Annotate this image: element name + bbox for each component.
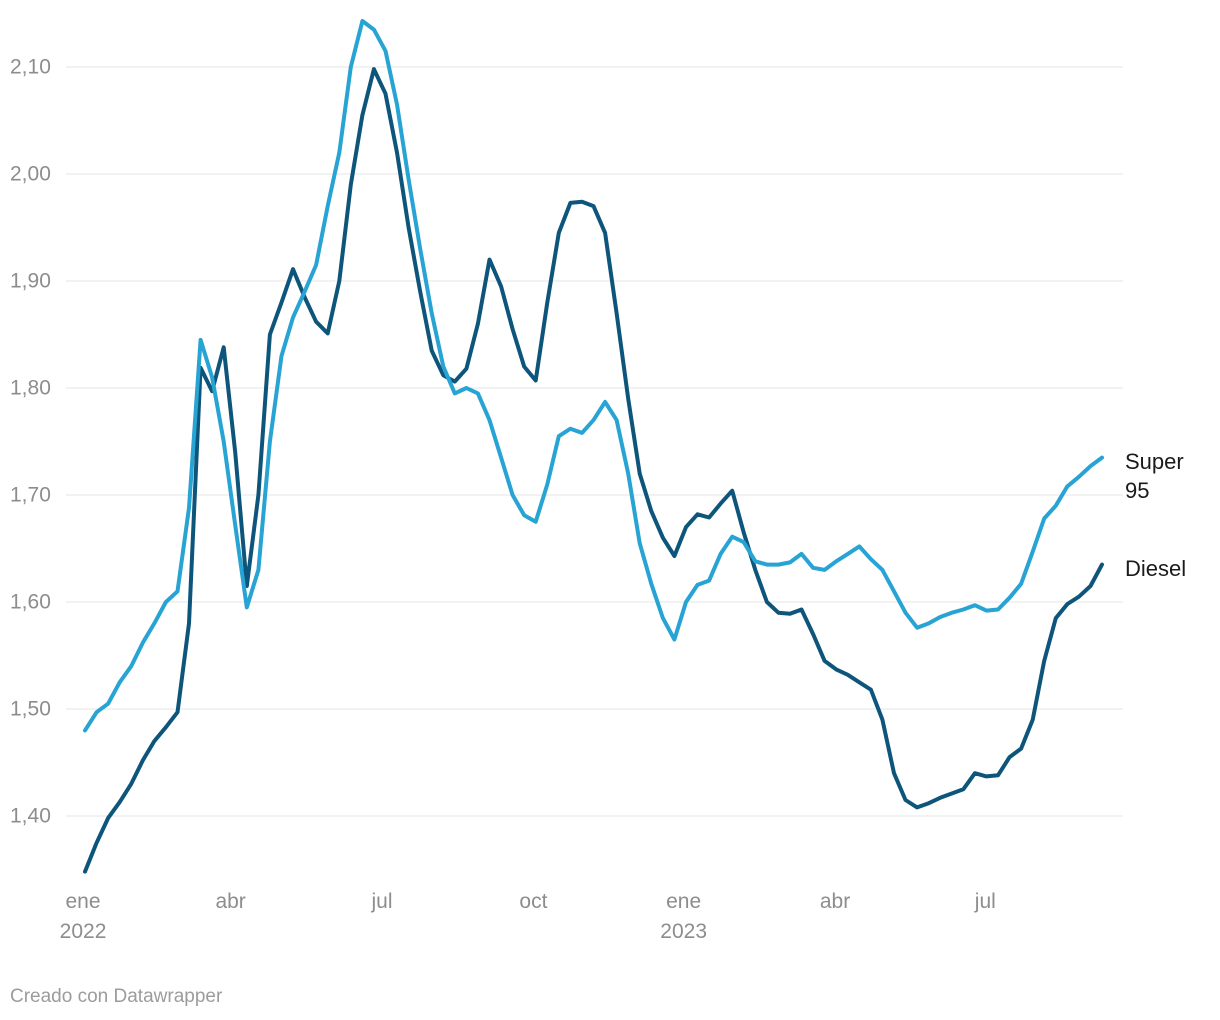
y-axis-label: 2,00	[10, 163, 51, 186]
x-axis-label: oct	[519, 890, 547, 913]
x-axis-label: abr	[215, 890, 245, 913]
x-axis-label: jul	[371, 890, 393, 913]
series-line-super-95	[83, 19, 1104, 733]
y-axis-label: 2,10	[10, 56, 51, 79]
y-axis-label: 1,60	[10, 591, 51, 614]
x-axis-label: ene	[666, 890, 701, 913]
x-axis-label: ene	[66, 890, 101, 913]
series-label-super-95: Super 95	[1125, 449, 1184, 503]
y-axis-label: 1,50	[10, 698, 51, 721]
x-axis-year-label: 2022	[60, 920, 107, 943]
y-axis-label: 1,90	[10, 270, 51, 293]
x-axis-label: abr	[820, 890, 850, 913]
x-axis-year-label: 2023	[660, 920, 707, 943]
series-line-diesel	[83, 67, 1104, 874]
datawrapper-credit: Creado con Datawrapper	[10, 986, 223, 1007]
y-axis-label: 1,80	[10, 377, 51, 400]
x-axis-label: jul	[974, 890, 996, 913]
y-axis-label: 1,40	[10, 805, 51, 828]
y-axis-label: 1,70	[10, 484, 51, 507]
series-label-diesel: Diesel	[1125, 556, 1187, 581]
